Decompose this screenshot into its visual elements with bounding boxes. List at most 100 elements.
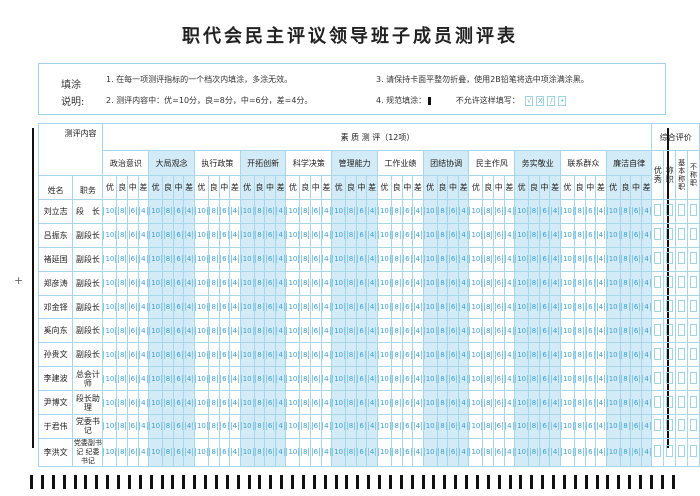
score-bubble[interactable]: 10 (331, 246, 347, 272)
checkbox[interactable] (678, 323, 686, 336)
score-bubble[interactable]: 4 (503, 270, 516, 296)
score-bubble[interactable]: 6 (218, 294, 231, 320)
score-bubble[interactable]: 4 (366, 390, 378, 416)
score-bubble[interactable]: 10 (285, 437, 301, 467)
checkbox[interactable] (678, 419, 686, 432)
checkbox[interactable] (654, 204, 662, 217)
score-bubble[interactable]: 4 (595, 437, 607, 467)
score-bubble[interactable]: 4 (274, 342, 287, 368)
score-bubble[interactable]: 10 (422, 437, 438, 467)
score-bubble[interactable]: 10 (468, 270, 484, 296)
score-bubble[interactable]: 8 (573, 318, 586, 344)
score-bubble[interactable]: 4 (229, 318, 241, 344)
score-bubble[interactable]: 4 (183, 222, 195, 248)
score-bubble[interactable]: 8 (390, 222, 403, 248)
score-bubble[interactable]: 6 (172, 199, 185, 224)
score-bubble[interactable]: 8 (390, 294, 403, 320)
score-bubble[interactable]: 10 (239, 199, 255, 224)
score-bubble[interactable]: 8 (528, 199, 540, 224)
score-bubble[interactable]: 10 (514, 222, 530, 248)
score-bubble[interactable]: 4 (320, 342, 333, 368)
score-bubble[interactable]: 10 (331, 199, 347, 224)
score-bubble[interactable]: 6 (355, 270, 368, 296)
overall-bubble[interactable] (651, 270, 665, 296)
score-bubble[interactable]: 6 (310, 222, 322, 248)
score-bubble[interactable]: 8 (207, 318, 220, 344)
score-bubble[interactable]: 4 (640, 199, 653, 224)
score-bubble[interactable]: 10 (285, 342, 301, 368)
score-bubble[interactable]: 6 (264, 294, 276, 320)
score-bubble[interactable]: 6 (401, 366, 414, 392)
checkbox[interactable] (678, 347, 686, 360)
score-bubble[interactable]: 6 (172, 437, 185, 467)
score-bubble[interactable]: 8 (162, 414, 174, 439)
score-bubble[interactable]: 6 (493, 390, 505, 416)
score-bubble[interactable]: 10 (605, 342, 621, 368)
score-bubble[interactable]: 8 (436, 294, 449, 320)
overall-bubble[interactable] (675, 366, 689, 392)
score-bubble[interactable]: 8 (345, 437, 357, 467)
score-bubble[interactable]: 10 (605, 437, 621, 467)
overall-bubble[interactable] (675, 390, 689, 416)
score-bubble[interactable]: 6 (355, 222, 368, 248)
checkbox[interactable] (690, 419, 698, 432)
score-bubble[interactable]: 4 (595, 390, 607, 416)
score-bubble[interactable]: 10 (376, 437, 392, 467)
score-bubble[interactable]: 10 (468, 437, 484, 467)
overall-bubble[interactable] (675, 246, 689, 272)
score-bubble[interactable]: 8 (345, 342, 357, 368)
score-bubble[interactable]: 8 (528, 222, 540, 248)
score-bubble[interactable]: 6 (538, 222, 551, 248)
score-bubble[interactable]: 8 (253, 222, 266, 248)
score-bubble[interactable]: 8 (162, 294, 174, 320)
score-bubble[interactable]: 4 (412, 390, 424, 416)
score-bubble[interactable]: 4 (229, 437, 241, 467)
overall-bubble[interactable] (663, 270, 677, 296)
checkbox[interactable] (678, 445, 686, 458)
score-bubble[interactable]: 10 (285, 246, 301, 272)
score-bubble[interactable]: 6 (447, 270, 459, 296)
score-bubble[interactable]: 10 (376, 222, 392, 248)
score-bubble[interactable]: 10 (102, 199, 118, 224)
overall-bubble[interactable] (651, 390, 665, 416)
score-bubble[interactable]: 6 (355, 366, 368, 392)
score-bubble[interactable]: 10 (193, 342, 209, 368)
score-bubble[interactable]: 10 (331, 222, 347, 248)
score-bubble[interactable]: 8 (528, 318, 540, 344)
score-bubble[interactable]: 4 (229, 342, 241, 368)
score-bubble[interactable]: 6 (630, 270, 642, 296)
score-bubble[interactable]: 6 (447, 246, 459, 272)
score-bubble[interactable]: 10 (285, 414, 301, 439)
overall-bubble[interactable] (663, 437, 677, 467)
score-bubble[interactable]: 4 (183, 294, 195, 320)
score-bubble[interactable]: 10 (102, 270, 118, 296)
score-bubble[interactable]: 4 (595, 414, 607, 439)
score-bubble[interactable]: 8 (390, 270, 403, 296)
overall-bubble[interactable] (663, 342, 677, 368)
score-bubble[interactable]: 10 (514, 414, 530, 439)
overall-bubble[interactable] (651, 294, 665, 320)
score-bubble[interactable]: 6 (584, 414, 597, 439)
score-bubble[interactable]: 8 (253, 318, 266, 344)
overall-bubble[interactable] (687, 199, 700, 224)
score-bubble[interactable]: 4 (274, 270, 287, 296)
score-bubble[interactable]: 8 (299, 246, 311, 272)
score-bubble[interactable]: 10 (422, 199, 438, 224)
score-bubble[interactable]: 8 (345, 318, 357, 344)
score-bubble[interactable]: 10 (148, 437, 164, 467)
score-bubble[interactable]: 6 (538, 294, 551, 320)
score-bubble[interactable]: 8 (162, 366, 174, 392)
checkbox[interactable] (678, 300, 686, 312)
score-bubble[interactable]: 10 (559, 199, 575, 224)
score-bubble[interactable]: 8 (116, 318, 128, 344)
overall-bubble[interactable] (687, 437, 700, 467)
score-bubble[interactable]: 4 (640, 390, 653, 416)
score-bubble[interactable]: 4 (137, 270, 150, 296)
overall-bubble[interactable] (687, 294, 700, 320)
score-bubble[interactable]: 4 (183, 318, 195, 344)
score-bubble[interactable]: 8 (116, 199, 128, 224)
score-bubble[interactable]: 6 (630, 390, 642, 416)
score-bubble[interactable]: 10 (239, 318, 255, 344)
checkbox[interactable] (666, 395, 674, 408)
overall-bubble[interactable] (687, 222, 700, 248)
